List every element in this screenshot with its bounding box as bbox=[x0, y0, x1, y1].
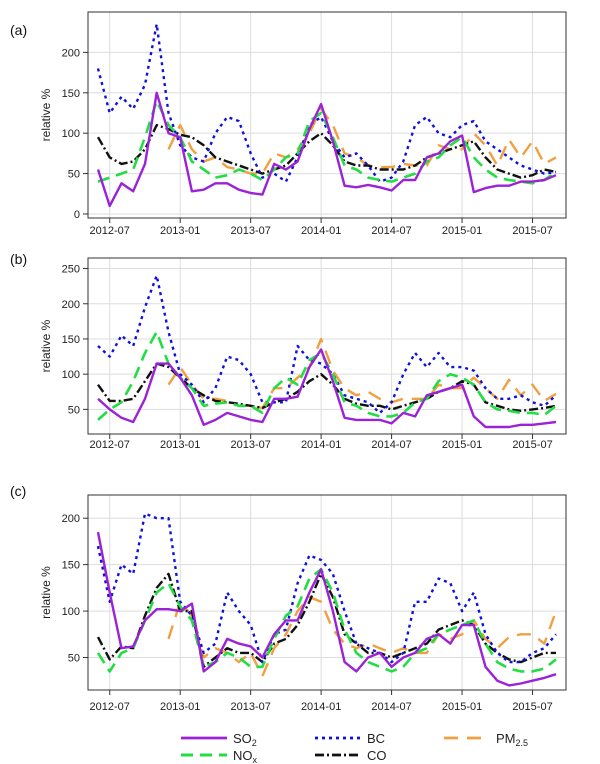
legend-label-nox: NOx bbox=[233, 748, 258, 764]
legend-label-bc: BC bbox=[367, 731, 385, 746]
series-line-so2 bbox=[96, 531, 557, 687]
plot-frame bbox=[87, 494, 567, 691]
x-tick-label: 2015-07 bbox=[512, 225, 552, 237]
y-tick-label: 200 bbox=[62, 513, 80, 525]
legend-label-sub: 2 bbox=[252, 738, 257, 748]
legend-label-sub: 2.5 bbox=[516, 738, 529, 748]
y-tick-label: 50 bbox=[68, 404, 80, 416]
x-tick-label: 2012-07 bbox=[90, 701, 130, 713]
y-tick-label: 100 bbox=[62, 128, 80, 140]
y-tick-label: 250 bbox=[62, 264, 80, 276]
panel-label: (b) bbox=[10, 251, 27, 267]
y-tick-label: 50 bbox=[68, 653, 80, 665]
legend-label-main: CO bbox=[367, 748, 387, 763]
y-tick-label: 100 bbox=[62, 606, 80, 618]
x-tick-label: 2013-01 bbox=[160, 225, 200, 237]
x-tick-label: 2013-01 bbox=[160, 701, 200, 713]
legend-label-co: CO bbox=[367, 748, 387, 763]
series-line-bc bbox=[96, 512, 557, 664]
y-tick-label: 50 bbox=[68, 169, 80, 181]
x-tick-label: 2014-01 bbox=[301, 439, 341, 451]
series-line-bc bbox=[96, 22, 557, 183]
legend-label-main: SO bbox=[233, 731, 252, 746]
x-tick-label: 2015-07 bbox=[512, 701, 552, 713]
y-tick-label: 150 bbox=[62, 88, 80, 100]
y-tick-label: 0 bbox=[74, 209, 80, 221]
x-tick-label: 2012-07 bbox=[90, 439, 130, 451]
series-line-co bbox=[97, 362, 557, 412]
x-tick-label: 2015-01 bbox=[442, 225, 482, 237]
legend: SO2 BC PM2.5 NOx CO bbox=[181, 731, 528, 764]
panel-b: 50 100 150 200 250 2012-07 2013-01 2013-07 2014-… bbox=[10, 251, 567, 451]
y-tick-label: 150 bbox=[62, 334, 80, 346]
x-tick-label: 2013-07 bbox=[230, 225, 270, 237]
series-line-bc bbox=[97, 274, 557, 415]
x-tick-label: 2013-07 bbox=[230, 439, 270, 451]
series-line-pm25 bbox=[167, 107, 557, 175]
x-tick-label: 2014-01 bbox=[301, 701, 341, 713]
series-line-nox bbox=[97, 330, 557, 421]
panel-label: (c) bbox=[10, 483, 26, 499]
x-tick-label: 2014-01 bbox=[301, 225, 341, 237]
x-tick-label: 2012-07 bbox=[90, 225, 130, 237]
x-tick-label: 2013-07 bbox=[230, 701, 270, 713]
x-tick-label: 2015-07 bbox=[512, 439, 552, 451]
plot-frame bbox=[87, 257, 567, 435]
legend-label-main: NO bbox=[233, 748, 253, 763]
x-tick-label: 2014-07 bbox=[371, 225, 411, 237]
panel-c: 50 100 150 200 2012-07 2013-01 2013-07 2014-01 2… bbox=[10, 483, 567, 713]
legend-label-main: BC bbox=[367, 731, 385, 746]
plot-frame bbox=[87, 11, 567, 219]
x-tick-label: 2015-01 bbox=[442, 439, 482, 451]
y-tick-label: 100 bbox=[62, 369, 80, 381]
y-tick-label: 200 bbox=[62, 299, 80, 311]
series-line-pm25 bbox=[167, 337, 557, 410]
x-tick-label: 2014-07 bbox=[371, 701, 411, 713]
legend-label-pm25: PM2.5 bbox=[496, 731, 528, 748]
series-line-so2 bbox=[96, 91, 557, 208]
legend-label-main: PM bbox=[496, 731, 516, 746]
legend-label-sub: x bbox=[253, 755, 258, 764]
legend-label-so2: SO2 bbox=[233, 731, 257, 748]
x-tick-label: 2015-01 bbox=[442, 701, 482, 713]
panel-a: 0 50 100 150 200 2012-07 2013-01 2013-07 2014-01… bbox=[10, 11, 567, 237]
y-tick-label: 200 bbox=[62, 47, 80, 59]
panel-label: (a) bbox=[10, 22, 27, 38]
y-axis-label: relative % bbox=[39, 88, 53, 141]
y-axis-label: relative % bbox=[39, 319, 53, 372]
x-tick-label: 2013-01 bbox=[160, 439, 200, 451]
series-line-so2 bbox=[97, 348, 557, 429]
series-line-co bbox=[96, 123, 557, 179]
y-tick-label: 150 bbox=[62, 560, 80, 572]
x-tick-label: 2014-07 bbox=[371, 439, 411, 451]
y-axis-label: relative % bbox=[39, 566, 53, 619]
series-line-nox bbox=[96, 568, 557, 673]
